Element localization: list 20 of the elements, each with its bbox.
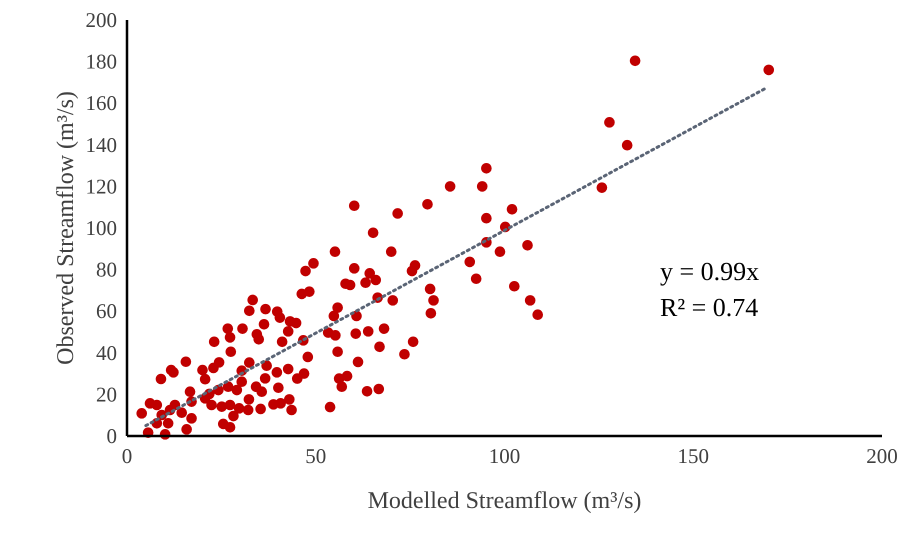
x-tick-label: 150	[678, 444, 709, 468]
x-axis-title: Modelled Streamflow (m³/s)	[368, 488, 642, 514]
y-tick-label: 40	[96, 340, 117, 365]
y-tick-label: 120	[86, 174, 117, 198]
x-tick-label: 100	[488, 444, 520, 468]
y-tick-label: 140	[86, 132, 117, 157]
y-tick-label: 160	[86, 91, 117, 116]
x-tick-label: 200	[866, 444, 898, 468]
x-tick-label: 50	[305, 444, 326, 468]
y-axis-title: Observed Streamflow (m³/s)	[53, 91, 79, 365]
y-tick-label: 20	[96, 382, 117, 406]
y-tick-label: 100	[86, 216, 117, 240]
y-tick-label: 80	[96, 258, 117, 282]
y-tick-label: 60	[96, 299, 117, 324]
annotation: R² = 0.74	[660, 293, 758, 322]
y-tick-label: 200	[86, 8, 117, 32]
y-tick-label: 0	[106, 424, 117, 448]
y-tick-label: 180	[86, 50, 117, 74]
x-tick-label: 0	[122, 444, 132, 468]
annotation: y = 0.99x	[660, 257, 760, 286]
